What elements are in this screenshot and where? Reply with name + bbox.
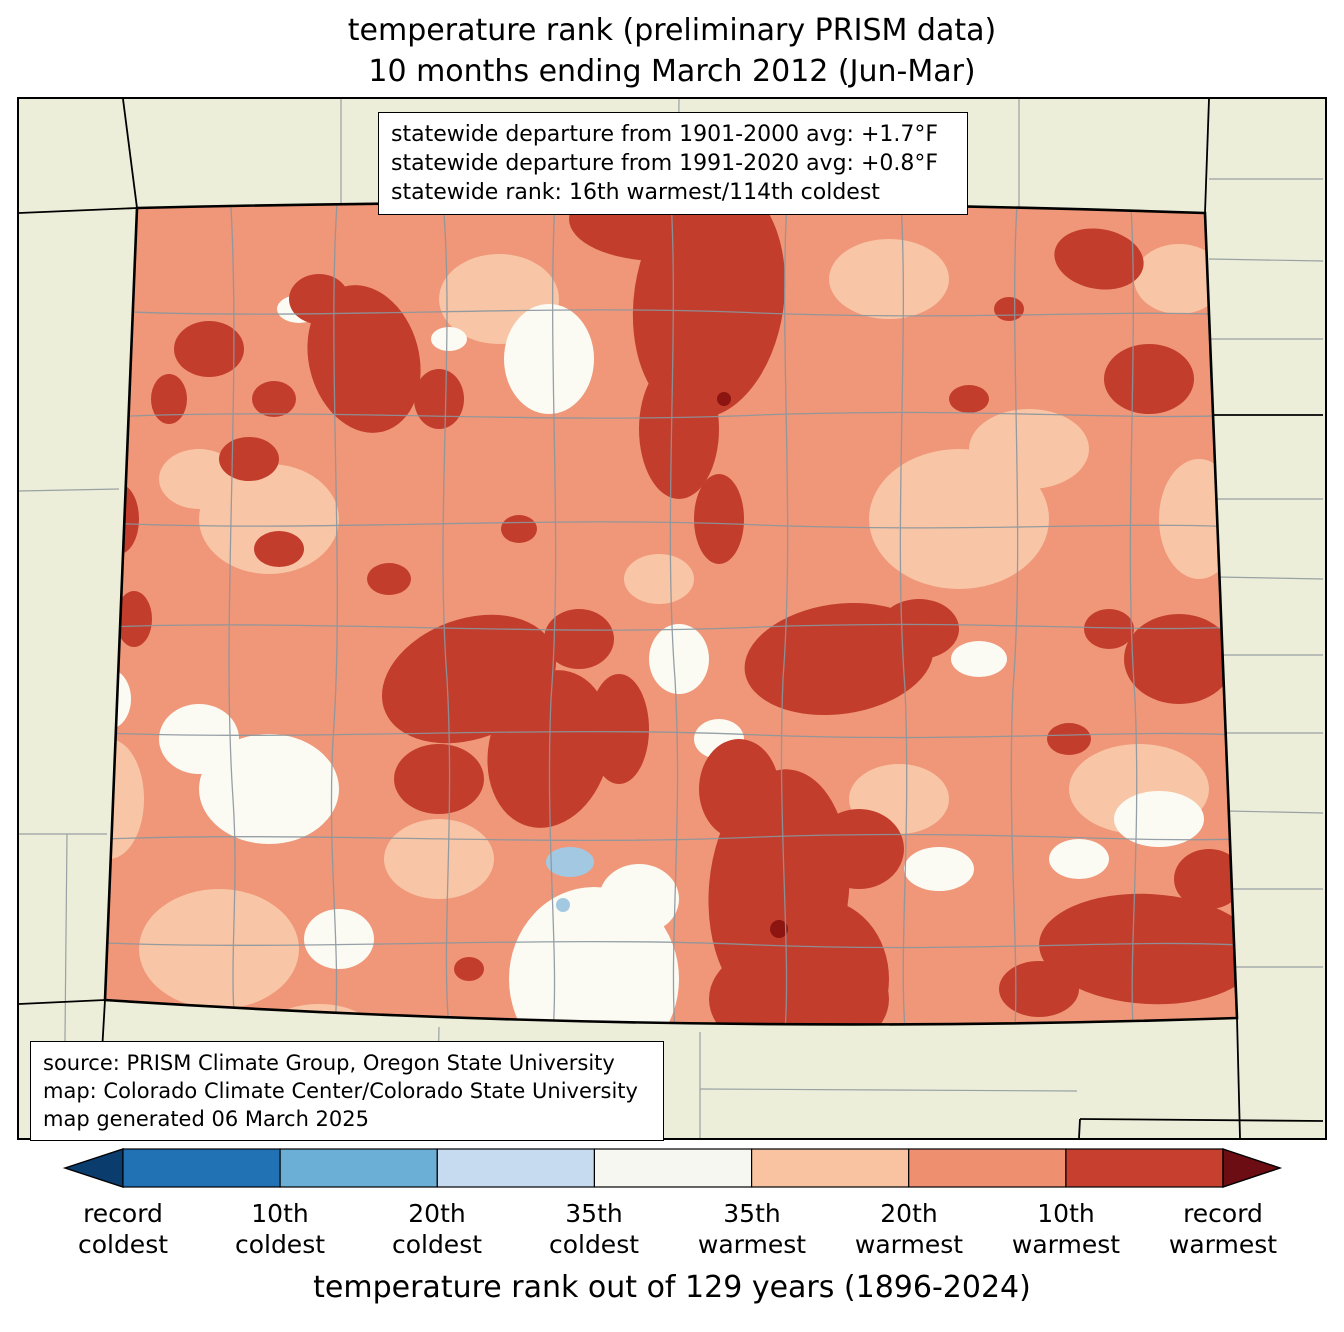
title-line-2: 10 months ending March 2012 (Jun-Mar) <box>368 54 976 89</box>
colorbar-segment <box>593 1148 753 1188</box>
colorbar-segment <box>436 1148 596 1188</box>
colorbar-segment <box>1065 1148 1224 1188</box>
page-title: temperature rank (preliminary PRISM data… <box>0 10 1344 92</box>
statewide-stats-box: statewide departure from 1901-2000 avg: … <box>378 112 968 215</box>
source-box: source: PRISM Climate Group, Oregon Stat… <box>30 1041 664 1141</box>
source-line: source: PRISM Climate Group, Oregon Stat… <box>43 1051 615 1075</box>
colorbar-segment <box>279 1148 438 1188</box>
colorbar-label: 20th coldest <box>391 1199 483 1259</box>
colorbar-segment <box>750 1148 910 1188</box>
map-frame <box>17 97 1327 1140</box>
colorado-map-svg <box>19 99 1325 1138</box>
colorbar-label: record coldest <box>77 1199 169 1259</box>
colorbar-left-arrow <box>62 1148 124 1188</box>
colorbar <box>62 1148 1283 1188</box>
county-boundaries <box>105 202 1237 1025</box>
stats-line-rank: statewide rank: 16th warmest/114th colde… <box>391 180 880 205</box>
title-line-1: temperature rank (preliminary PRISM data… <box>347 13 997 48</box>
map-credit-line: map: Colorado Climate Center/Colorado St… <box>43 1079 638 1103</box>
colorbar-segment <box>122 1148 281 1188</box>
record-warm-spots <box>717 392 788 938</box>
colorbar-label: 35th coldest <box>548 1199 640 1259</box>
stats-line-departure-1991: statewide departure from 1991-2020 avg: … <box>391 151 939 176</box>
stats-line-departure-1901: statewide departure from 1901-2000 avg: … <box>391 122 939 147</box>
colorbar-label: record warmest <box>1168 1199 1278 1259</box>
colorbar-caption: temperature rank out of 129 years (1896-… <box>313 1270 1031 1305</box>
colorbar-label: 35th warmest <box>697 1199 807 1259</box>
colorbar-label: 20th warmest <box>854 1199 964 1259</box>
colorbar-right-arrow <box>1222 1148 1283 1188</box>
colorbar-label: 10th coldest <box>234 1199 326 1259</box>
colorbar-label: 10th warmest <box>1011 1199 1121 1259</box>
colorbar-segment <box>908 1148 1067 1188</box>
generated-date-line: map generated 06 March 2025 <box>43 1107 370 1131</box>
cool-blue-spots <box>546 847 594 912</box>
warm-dark-blobs <box>105 202 1237 1025</box>
